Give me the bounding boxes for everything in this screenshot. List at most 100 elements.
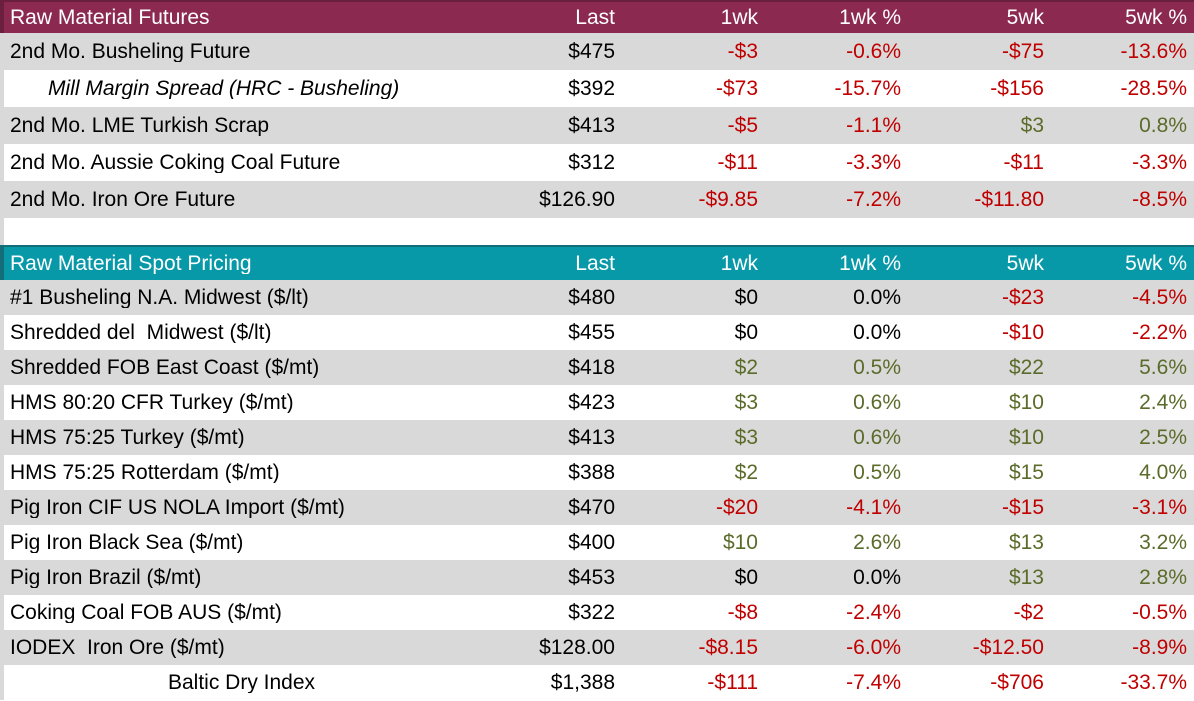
- column-header-1wk: 1wk %: [839, 253, 901, 274]
- cell-1wk: 0.5%: [853, 462, 901, 483]
- spot-table-body: #1 Busheling N.A. Midwest ($/lt) $480 $0 0.…: [0, 280, 1194, 700]
- cell-1wk: -6.0%: [846, 637, 901, 658]
- table-row: 2nd Mo. LME Turkish Scrap $413 -$5 -1.1% $3 0…: [0, 107, 1194, 144]
- row-label: Shredded FOB East Coast ($/mt): [10, 357, 320, 378]
- cell-5wk: 0.8%: [1139, 115, 1187, 136]
- cell-1wk: -$3: [727, 41, 758, 62]
- cell-5wk: $10: [1008, 392, 1044, 413]
- table-row: HMS 80:20 CFR Turkey ($/mt) $423 $3 0.6% $10…: [0, 385, 1194, 420]
- cell-5wk: -$706: [990, 672, 1044, 693]
- cell-5wk: -0.5%: [1132, 602, 1187, 623]
- cell-1wk: -$11: [717, 152, 758, 173]
- row-label: HMS 80:20 CFR Turkey ($/mt): [10, 392, 294, 413]
- cell-1wk: -0.6%: [846, 41, 901, 62]
- cell-5wk: -$23: [1001, 287, 1044, 308]
- cell-1wk: $3: [734, 392, 758, 413]
- row-label: Shredded del Midwest ($/lt): [10, 322, 272, 343]
- cell-1wk: 0.0%: [853, 322, 901, 343]
- cell-5wk: $13: [1008, 567, 1044, 588]
- cell-1wk: 0.6%: [853, 392, 901, 413]
- cell-1wk: -$8.15: [698, 637, 758, 658]
- table-row: Baltic Dry Index $1,388 -$111 -7.4% -$706 -33…: [0, 665, 1194, 700]
- cell-1wk: -$8: [727, 602, 758, 623]
- row-label: Pig Iron CIF US NOLA Import ($/mt): [10, 497, 345, 518]
- futures-table-body: 2nd Mo. Busheling Future $475 -$3 -0.6% -$75…: [0, 33, 1194, 218]
- cell-1wk: -$20: [715, 497, 758, 518]
- cell-5wk: $22: [1008, 357, 1044, 378]
- cell-5wk: -$10: [1001, 322, 1044, 343]
- table-row: HMS 75:25 Turkey ($/mt) $413 $3 0.6% $10 2.5%: [0, 420, 1194, 455]
- cell-1wk: -2.4%: [846, 602, 901, 623]
- cell-5wk: $13: [1008, 532, 1044, 553]
- column-header-1wk: 1wk: [720, 253, 758, 274]
- column-header-5wk: 5wk %: [1125, 7, 1187, 28]
- cell-last: $400: [568, 532, 615, 553]
- column-header-5wk: 5wk %: [1125, 253, 1187, 274]
- spot-table-title: Raw Material Spot Pricing: [10, 253, 252, 274]
- table-row: #1 Busheling N.A. Midwest ($/lt) $480 $0 0.…: [0, 280, 1194, 315]
- cell-5wk: 5.6%: [1139, 357, 1187, 378]
- cell-5wk: -4.5%: [1132, 287, 1187, 308]
- cell-1wk: $0: [734, 567, 758, 588]
- cell-5wk: -2.2%: [1132, 322, 1187, 343]
- cell-last: $392: [568, 78, 615, 99]
- cell-1wk: $3: [734, 427, 758, 448]
- futures-table: Raw Material Futures Last 1wk 1wk % 5wk 5wk …: [0, 0, 1194, 218]
- row-label: Mill Margin Spread (HRC - Busheling): [48, 78, 400, 99]
- column-header-last: Last: [575, 253, 615, 274]
- table-row: 2nd Mo. Busheling Future $475 -$3 -0.6% -$75…: [0, 33, 1194, 70]
- row-label: 2nd Mo. Iron Ore Future: [10, 189, 236, 210]
- cell-last: $453: [568, 567, 615, 588]
- cell-1wk: -$111: [707, 672, 758, 693]
- cell-5wk: -$15: [1001, 497, 1044, 518]
- row-label: Pig Iron Black Sea ($/mt): [10, 532, 244, 553]
- cell-5wk: $10: [1008, 427, 1044, 448]
- cell-1wk: 0.0%: [853, 287, 901, 308]
- row-label: Baltic Dry Index: [167, 672, 316, 693]
- cell-1wk: -7.4%: [846, 672, 901, 693]
- cell-5wk: $15: [1008, 462, 1044, 483]
- cell-1wk: $2: [734, 357, 758, 378]
- column-header-5wk: 5wk: [1006, 7, 1044, 28]
- row-label: IODEX Iron Ore ($/mt): [10, 637, 225, 658]
- cell-1wk: -1.1%: [846, 115, 901, 136]
- cell-5wk: -13.6%: [1120, 41, 1187, 62]
- cell-5wk: -8.9%: [1132, 637, 1187, 658]
- cell-last: $388: [568, 462, 615, 483]
- table-row: HMS 75:25 Rotterdam ($/mt) $388 $2 0.5% $15 4…: [0, 455, 1194, 490]
- table-row: 2nd Mo. Aussie Coking Coal Future $312 -$1…: [0, 144, 1194, 181]
- row-label: HMS 75:25 Rotterdam ($/mt): [10, 462, 280, 483]
- table-row: Pig Iron Brazil ($/mt) $453 $0 0.0% $13 2.8%: [0, 560, 1194, 595]
- cell-5wk: -$12.50: [972, 637, 1044, 658]
- table-row: Shredded del Midwest ($/lt) $455 $0 0.0% -$1…: [0, 315, 1194, 350]
- table-row: Coking Coal FOB AUS ($/mt) $322 -$8 -2.4% -$…: [0, 595, 1194, 630]
- cell-5wk: -$75: [1001, 41, 1044, 62]
- cell-5wk: -$2: [1013, 602, 1044, 623]
- cell-1wk: $2: [734, 462, 758, 483]
- cell-last: $455: [568, 322, 615, 343]
- cell-5wk: 2.5%: [1139, 427, 1187, 448]
- row-label: Coking Coal FOB AUS ($/mt): [10, 602, 282, 623]
- cell-1wk: 2.6%: [853, 532, 901, 553]
- cell-5wk: -33.7%: [1120, 672, 1187, 693]
- row-label: 2nd Mo. Busheling Future: [10, 41, 251, 62]
- cell-5wk: -3.3%: [1132, 152, 1187, 173]
- cell-last: $480: [568, 287, 615, 308]
- cell-last: $470: [568, 497, 615, 518]
- cell-last: $418: [568, 357, 615, 378]
- table-row: 2nd Mo. Iron Ore Future $126.90 -$9.85 -7.2…: [0, 181, 1194, 218]
- cell-last: $413: [568, 115, 615, 136]
- cell-last: $475: [568, 41, 615, 62]
- table-row: Pig Iron Black Sea ($/mt) $400 $10 2.6% $13 3…: [0, 525, 1194, 560]
- cell-5wk: -3.1%: [1132, 497, 1187, 518]
- table-row: Shredded FOB East Coast ($/mt) $418 $2 0.5%…: [0, 350, 1194, 385]
- cell-1wk: 0.6%: [853, 427, 901, 448]
- cell-1wk: 0.5%: [853, 357, 901, 378]
- futures-header-row: Raw Material Futures Last 1wk 1wk % 5wk 5wk …: [0, 0, 1194, 33]
- cell-1wk: -7.2%: [846, 189, 901, 210]
- row-label: HMS 75:25 Turkey ($/mt): [10, 427, 245, 448]
- cell-last: $413: [568, 427, 615, 448]
- cell-5wk: -$11: [1003, 152, 1044, 173]
- cell-5wk: -8.5%: [1132, 189, 1187, 210]
